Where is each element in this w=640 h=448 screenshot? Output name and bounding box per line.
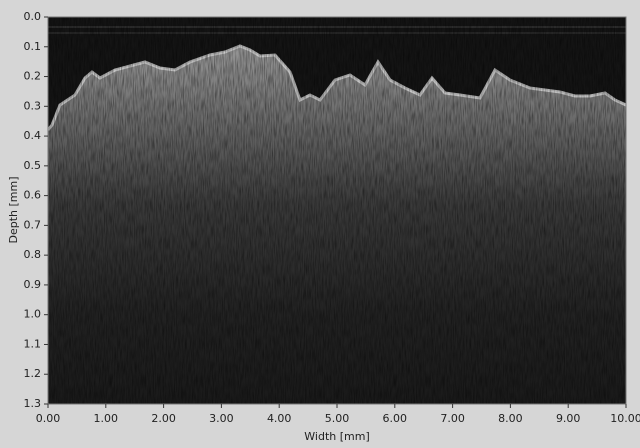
x-axis-title: Width [mm] xyxy=(304,430,369,443)
x-tick-label: 5.00 xyxy=(325,412,350,425)
y-tick-label: 0.3 xyxy=(24,99,42,112)
y-tick-label: 1.2 xyxy=(24,367,42,380)
y-tick-label: 0.4 xyxy=(24,129,42,142)
x-tick-label: 9.00 xyxy=(556,412,581,425)
y-tick-label: 0.5 xyxy=(24,159,42,172)
speckle xyxy=(48,17,626,404)
y-tick-label: 1.3 xyxy=(24,397,42,410)
y-tick-label: 0.6 xyxy=(24,189,42,202)
y-tick-label: 1.0 xyxy=(24,308,42,321)
x-tick-label: 8.00 xyxy=(498,412,523,425)
y-tick-label: 0.7 xyxy=(24,218,42,231)
y-tick-label: 0.9 xyxy=(24,278,42,291)
y-tick-label: 0.1 xyxy=(24,40,42,53)
x-tick-label: 7.00 xyxy=(440,412,465,425)
x-tick-label: 10.00 xyxy=(610,412,640,425)
x-tick-label: 4.00 xyxy=(267,412,292,425)
y-tick-label: 0.0 xyxy=(24,10,42,23)
x-tick-label: 1.00 xyxy=(94,412,119,425)
y-tick-label: 0.8 xyxy=(24,248,42,261)
y-tick-label: 1.1 xyxy=(24,337,42,350)
y-tick-label: 0.2 xyxy=(24,70,42,83)
x-tick-label: 6.00 xyxy=(383,412,408,425)
x-tick-label: 2.00 xyxy=(151,412,176,425)
x-tick-label: 3.00 xyxy=(209,412,234,425)
x-tick-label: 0.00 xyxy=(36,412,61,425)
y-axis-title: Depth [mm] xyxy=(7,176,20,243)
scan-image xyxy=(48,17,626,404)
